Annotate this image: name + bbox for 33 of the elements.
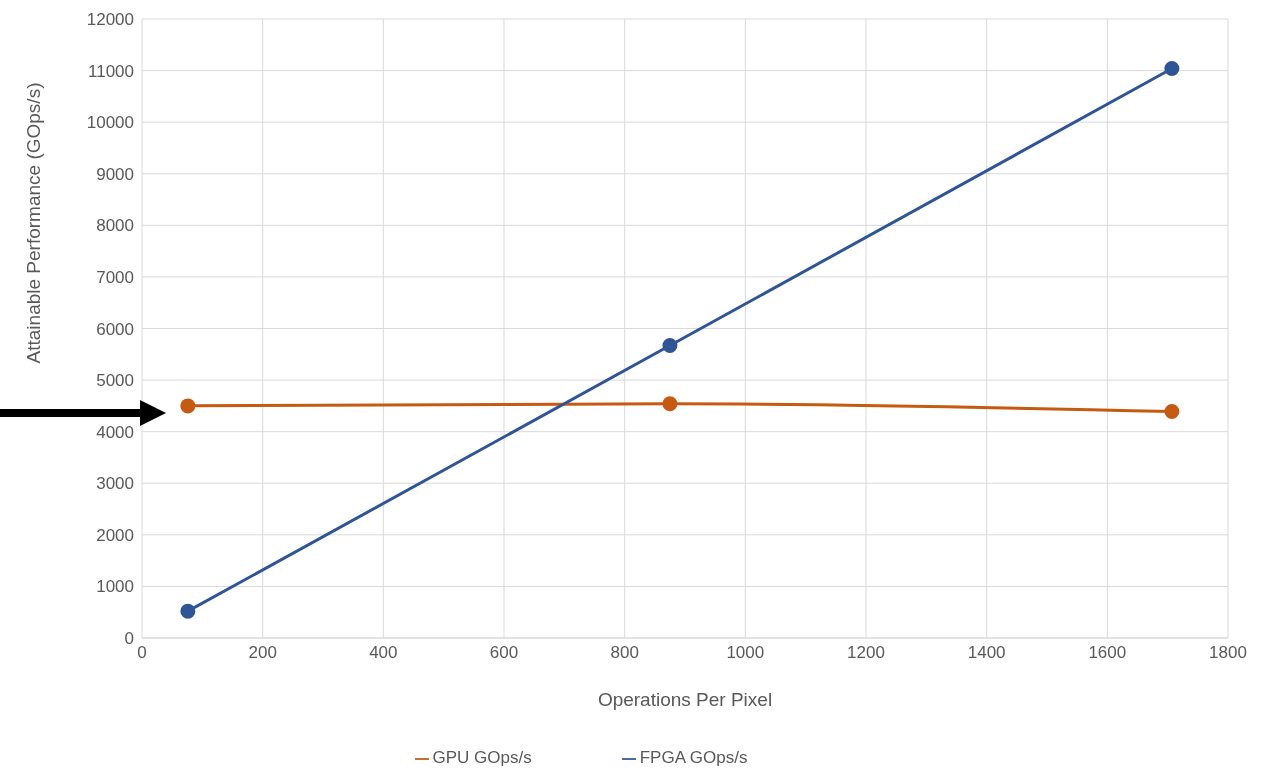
x-tick-label: 800 <box>610 643 639 663</box>
y-tick-label: 6000 <box>96 319 134 339</box>
x-tick-label: 400 <box>369 643 398 663</box>
legend-label: GPU GOps/s <box>432 748 532 767</box>
x-tick-label: 200 <box>248 643 277 663</box>
point <box>1164 404 1180 420</box>
y-tick-label: 3000 <box>96 474 134 494</box>
y-axis-title: Attainable Performance (GOps/s) <box>23 82 44 364</box>
x-tick-label: 1600 <box>1088 643 1127 663</box>
y-tick-label: 9000 <box>96 164 134 184</box>
y-tick-label: 12000 <box>86 10 134 30</box>
x-axis-title: Operations Per Pixel <box>597 689 773 710</box>
point <box>662 338 678 354</box>
y-tick-label: 1000 <box>96 577 134 597</box>
y-tick-label: 2000 <box>96 525 134 545</box>
y-tick-label: 10000 <box>86 113 134 133</box>
point <box>662 396 678 412</box>
y-tick-label: 5000 <box>96 371 134 391</box>
x-tick-label: 600 <box>489 643 519 663</box>
legend-label: FPGA GOps/s <box>639 748 748 767</box>
point <box>180 398 196 414</box>
x-tick-label: 0 <box>137 643 147 663</box>
point <box>180 603 196 619</box>
x-tick-label: 1000 <box>726 643 765 663</box>
y-tick-label: 11000 <box>87 61 134 81</box>
y-tick-label: 0 <box>124 629 134 649</box>
point <box>1164 61 1180 77</box>
x-tick-label: 1200 <box>847 643 885 663</box>
x-tick-label: 1800 <box>1209 643 1247 663</box>
y-tick-label: 7000 <box>96 267 134 287</box>
x-tick-label: 1400 <box>967 643 1006 663</box>
y-tick-label: 4000 <box>96 422 134 442</box>
y-tick-label: 8000 <box>96 216 134 236</box>
